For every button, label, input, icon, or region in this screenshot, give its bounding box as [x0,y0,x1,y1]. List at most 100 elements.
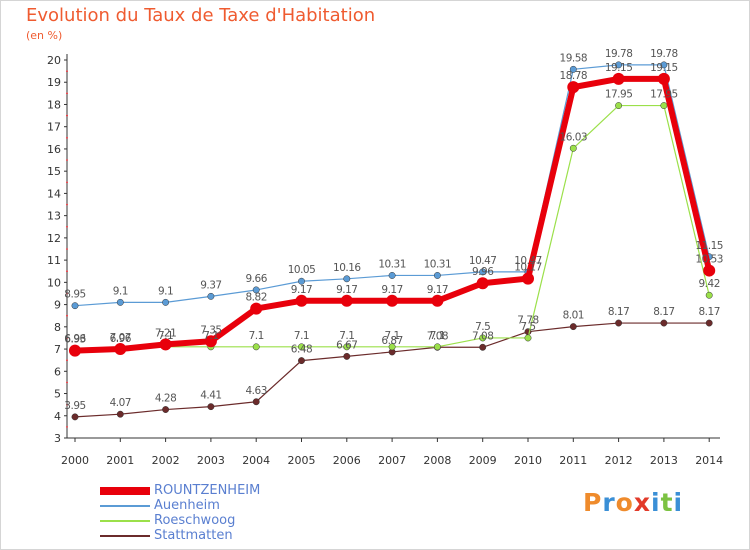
data-label: 9.96 [472,266,494,278]
data-point-rountzenheim [431,294,444,307]
data-label: 7.5 [520,321,535,333]
y-tick-label: 15 [47,165,61,178]
legend-label: ROUNTZENHEIM [154,483,261,498]
data-point-roeschwoog [433,343,441,351]
data-point-stattmatten [343,352,351,360]
data-label: 19.15 [650,62,678,74]
legend-label: Stattmatten [154,528,233,543]
logo-letter: x [633,488,651,517]
x-tick-label: 2003 [197,454,225,467]
data-point-auenheim [207,292,215,300]
data-point-stattmatten [162,406,170,413]
data-point-rountzenheim [250,302,263,315]
y-minor-mark [66,114,68,117]
y-tick-label: 4 [54,410,61,423]
data-label: 8.01 [563,310,584,322]
data-point-auenheim [162,298,170,306]
y-minor-mark [66,292,68,295]
data-point-auenheim [298,277,305,285]
logo-letter: i [673,488,684,517]
data-point-rountzenheim [159,338,172,351]
x-tick-label: 2010 [514,454,542,467]
data-point-auenheim [433,272,441,279]
data-label: 7.1 [339,330,354,342]
data-point-auenheim [343,275,351,283]
data-point-roeschwoog [252,343,260,351]
data-point-rountzenheim [386,294,399,307]
data-label: 10.47 [469,255,497,267]
data-label: 9.17 [291,284,312,296]
data-label: 10.53 [695,254,723,266]
y-minor-mark [66,337,68,339]
legend-swatch [100,535,150,537]
data-label: 18.78 [560,70,588,82]
data-label: 17.95 [605,89,633,101]
y-minor-mark [66,70,68,72]
x-tick-label: 2007 [378,454,406,467]
logo-letter: i [651,488,661,517]
data-label: 19.58 [560,52,588,64]
data-label: 8.17 [653,306,674,318]
proxiti-logo: Proxiti [583,488,683,517]
x-tick-label: 2012 [605,454,633,467]
legend-swatch [100,520,150,522]
logo-letter: t [660,488,674,517]
y-minor-mark [66,225,68,228]
data-label: 4.28 [155,393,176,405]
y-tick-label: 19 [47,76,61,89]
data-point-roeschwoog [479,334,487,342]
data-label: 7.78 [517,315,538,327]
data-point-auenheim [615,61,623,69]
data-label: 10.16 [333,262,361,274]
data-point-rountzenheim [204,335,217,348]
y-minor-mark [66,381,68,384]
data-label: 4.63 [246,385,267,397]
data-point-auenheim [252,286,260,294]
data-point-auenheim [116,298,124,306]
data-label: 7.1 [384,330,399,342]
data-point-stattmatten [660,319,668,327]
y-minor-mark [66,137,68,139]
data-label: 6.67 [336,339,357,351]
data-point-stattmatten [252,398,260,406]
data-point-rountzenheim [476,277,489,290]
data-label: 8.82 [246,292,267,304]
data-label: 8.17 [608,306,629,318]
data-point-auenheim [569,65,577,73]
data-point-stattmatten [705,319,713,327]
data-label: 10.31 [378,258,406,270]
data-point-stattmatten [71,413,79,421]
data-label: 6.96 [110,333,132,345]
data-label: 11.15 [695,240,723,252]
x-tick-label: 2011 [559,454,587,467]
data-label: 7.08 [427,330,448,342]
y-minor-mark [66,248,68,250]
data-label: 10.05 [288,264,316,276]
data-point-rountzenheim [612,72,625,85]
data-label: 7.21 [155,327,176,339]
logo-letter: P [583,488,603,517]
y-tick-label: 3 [54,432,61,445]
legend-label: Roeschwoog [154,513,236,528]
x-tick-label: 2009 [469,454,497,467]
y-minor-mark [66,159,68,161]
data-label: 10.47 [514,255,542,267]
data-label: 6.93 [64,334,85,346]
chart-subtitle: (en %) [26,29,63,42]
y-minor-mark [66,270,68,273]
data-point-stattmatten [615,319,623,327]
legend-label: Auenheim [154,498,220,513]
data-label: 9.1 [113,285,128,297]
data-label: 17.95 [650,89,678,101]
data-point-auenheim [479,268,487,276]
data-label: 6.48 [291,344,312,356]
data-label: 7.1 [203,330,218,342]
y-tick-label: 20 [47,54,61,67]
y-tick-label: 14 [47,187,61,200]
x-tick-label: 2000 [61,454,89,467]
data-point-roeschwoog [660,102,668,110]
y-tick-label: 8 [54,321,61,334]
data-point-auenheim [71,302,79,310]
y-minor-mark [66,92,68,95]
data-label: 6.96 [64,333,86,345]
